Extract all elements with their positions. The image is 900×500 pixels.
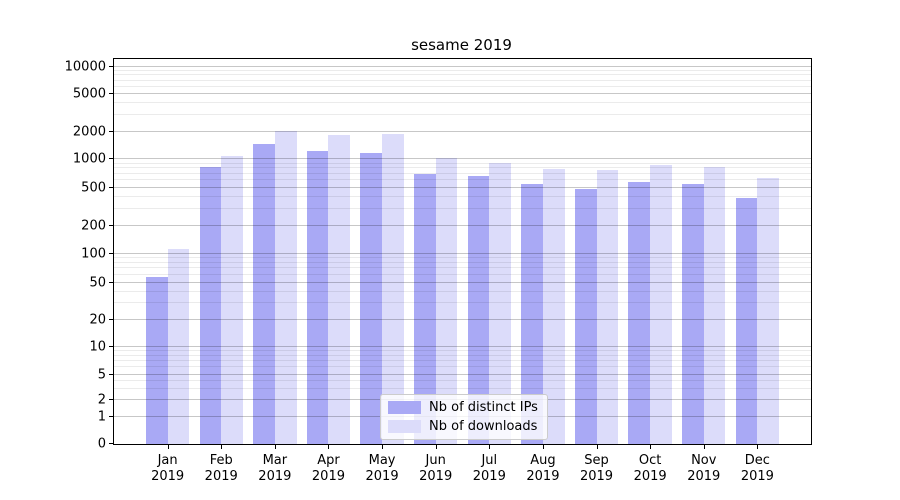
bar-distinct-ips xyxy=(521,183,543,444)
y-axis-tick-label: 1000 xyxy=(72,151,106,167)
y-axis-tick xyxy=(109,130,113,132)
y-axis-tick-label: 500 xyxy=(81,180,106,196)
y-axis-tick xyxy=(109,281,113,283)
y-axis-tick xyxy=(109,399,113,401)
y-axis-tick-label: 5 xyxy=(97,367,106,383)
x-axis-tick xyxy=(382,445,384,449)
legend-label-downloads: Nb of downloads xyxy=(429,419,538,434)
bar-distinct-ips xyxy=(145,277,168,444)
y-axis-tick xyxy=(109,345,113,347)
minor-gridline xyxy=(114,162,811,164)
x-axis-tick-label: Sep 2019 xyxy=(579,453,614,484)
y-axis-tick xyxy=(109,318,113,320)
x-axis-tick xyxy=(328,445,330,449)
bar-distinct-ips xyxy=(628,181,651,444)
major-gridline xyxy=(114,92,811,94)
x-axis-tick xyxy=(542,445,544,449)
x-axis-tick-label: Dec 2019 xyxy=(740,453,774,484)
legend: Nb of distinct IPs Nb of downloads xyxy=(380,394,548,440)
bar-downloads xyxy=(328,135,351,444)
minor-gridline xyxy=(114,85,811,87)
x-axis-tick xyxy=(703,445,705,449)
bar-downloads xyxy=(435,157,458,444)
bar-distinct-ips xyxy=(306,151,329,444)
bar-downloads xyxy=(167,249,190,444)
x-axis-tick-label: Jul 2019 xyxy=(472,453,506,484)
y-axis-tick-label: 50 xyxy=(89,275,106,291)
y-axis-tick-label: 2 xyxy=(97,392,106,408)
bar-downloads xyxy=(596,170,619,444)
x-axis-tick xyxy=(221,445,223,449)
x-axis-tick xyxy=(435,445,437,449)
major-gridline xyxy=(114,158,811,160)
bar-distinct-ips xyxy=(199,166,222,444)
legend-swatch-downloads xyxy=(388,420,421,433)
y-axis-tick-label: 0 xyxy=(97,436,106,452)
y-axis-tick-label: 10000 xyxy=(64,59,106,75)
y-axis-tick xyxy=(109,443,113,444)
legend-item-distinct-ips: Nb of distinct IPs xyxy=(388,400,538,415)
bar-downloads xyxy=(221,156,243,444)
y-axis-tick xyxy=(109,92,113,94)
bar-downloads xyxy=(274,130,297,444)
bar-downloads xyxy=(757,178,780,444)
bar-distinct-ips xyxy=(467,175,490,444)
x-axis-tick xyxy=(650,445,652,449)
x-axis-tick-label: Aug 2019 xyxy=(526,453,560,484)
legend-swatch-distinct-ips xyxy=(388,401,421,414)
bar-distinct-ips xyxy=(574,188,597,444)
minor-gridline xyxy=(114,74,811,76)
legend-label-distinct-ips: Nb of distinct IPs xyxy=(429,400,538,415)
minor-gridline xyxy=(114,114,811,115)
y-axis-tick xyxy=(109,224,113,226)
bar-downloads xyxy=(489,163,511,444)
x-axis-tick xyxy=(757,445,759,449)
x-axis-tick-label: Jun 2019 xyxy=(419,453,453,484)
legend-item-downloads: Nb of downloads xyxy=(388,419,538,434)
x-axis-tick-label: May 2019 xyxy=(365,453,399,484)
major-gridline xyxy=(114,65,811,67)
y-axis-tick-label: 1 xyxy=(97,409,106,425)
minor-gridline xyxy=(114,79,811,81)
y-axis-tick xyxy=(109,415,113,417)
x-axis-tick-label: Feb 2019 xyxy=(204,453,238,484)
y-axis-tick xyxy=(109,158,113,160)
x-axis-tick-label: Jan 2019 xyxy=(151,453,185,484)
major-gridline xyxy=(114,130,811,132)
bar-downloads xyxy=(382,134,404,444)
bar-distinct-ips xyxy=(413,174,436,444)
x-axis-tick-label: Nov 2019 xyxy=(687,453,721,484)
y-axis-tick xyxy=(109,186,113,188)
y-axis-tick-label: 2000 xyxy=(72,124,106,140)
y-axis-tick-label: 5000 xyxy=(72,86,106,102)
bar-downloads xyxy=(542,168,565,444)
x-axis-tick xyxy=(274,445,276,449)
chart-title: sesame 2019 xyxy=(411,36,512,54)
x-axis-tick xyxy=(596,445,598,449)
y-axis-tick-label: 10 xyxy=(89,339,106,355)
y-axis-tick-label: 20 xyxy=(89,312,106,328)
x-axis-tick xyxy=(167,445,169,449)
y-axis-tick-label: 100 xyxy=(81,246,106,262)
y-axis-tick xyxy=(109,252,113,254)
bar-distinct-ips xyxy=(735,197,758,444)
minor-gridline xyxy=(114,69,811,71)
bar-downloads xyxy=(703,166,726,444)
y-axis-tick-label: 200 xyxy=(81,218,106,234)
bar-distinct-ips xyxy=(253,143,275,444)
y-axis-tick xyxy=(109,373,113,375)
x-axis-tick-label: Oct 2019 xyxy=(633,453,667,484)
bar-distinct-ips xyxy=(360,153,383,444)
bar-distinct-ips xyxy=(682,184,704,444)
x-axis-tick xyxy=(489,445,491,449)
x-axis-tick-label: Apr 2019 xyxy=(311,453,345,484)
bar-downloads xyxy=(650,165,672,444)
minor-gridline xyxy=(114,101,811,103)
y-axis-tick xyxy=(109,65,113,67)
x-axis-tick-label: Mar 2019 xyxy=(258,453,292,484)
